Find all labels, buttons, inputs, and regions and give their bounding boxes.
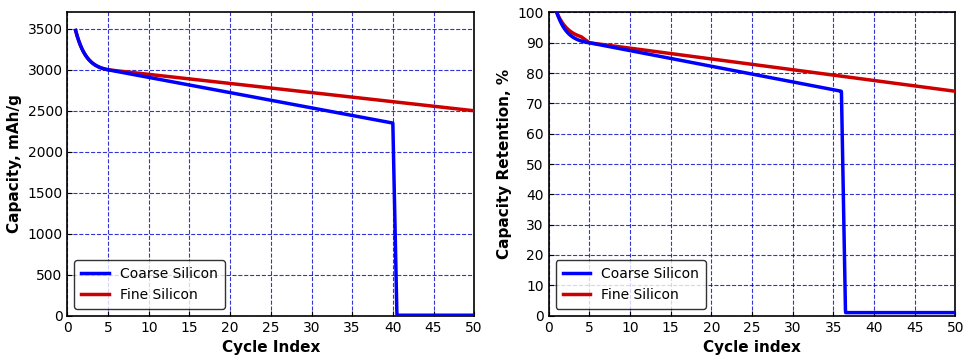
- Coarse Silicon: [263, 98, 275, 102]
- Fine Silicon: [468, 109, 480, 113]
- X-axis label: Cycle Index: Cycle Index: [221, 340, 320, 355]
- Fine Silicon: [745, 62, 756, 66]
- Coarse Silicon: [457, 313, 469, 317]
- Coarse Silicon: [950, 311, 961, 315]
- Fine Silicon: [950, 89, 961, 93]
- Line: Fine Silicon: Fine Silicon: [556, 12, 955, 91]
- Fine Silicon: [253, 84, 265, 89]
- Coarse Silicon: [938, 311, 950, 315]
- Coarse Silicon: [551, 10, 562, 14]
- Legend: Coarse Silicon, Fine Silicon: Coarse Silicon, Fine Silicon: [555, 260, 706, 309]
- Coarse Silicon: [456, 313, 468, 317]
- Fine Silicon: [571, 33, 583, 37]
- Fine Silicon: [865, 78, 877, 82]
- X-axis label: Cycle index: Cycle index: [703, 340, 801, 355]
- Coarse Silicon: [90, 63, 102, 68]
- Y-axis label: Capacity, mAh/g: Capacity, mAh/g: [7, 94, 22, 233]
- Coarse Silicon: [384, 120, 395, 125]
- Coarse Silicon: [840, 311, 852, 315]
- Fine Silicon: [456, 107, 468, 111]
- Fine Silicon: [938, 88, 950, 92]
- Fine Silicon: [734, 60, 746, 65]
- Legend: Coarse Silicon, Fine Silicon: Coarse Silicon, Fine Silicon: [75, 260, 225, 309]
- Fine Silicon: [456, 107, 468, 111]
- Fine Silicon: [70, 28, 82, 33]
- Fine Silicon: [263, 86, 275, 90]
- Fine Silicon: [90, 63, 102, 68]
- Fine Silicon: [384, 99, 395, 104]
- Line: Coarse Silicon: Coarse Silicon: [76, 30, 474, 315]
- Y-axis label: Capacity Retention, %: Capacity Retention, %: [497, 69, 512, 259]
- Coarse Silicon: [865, 311, 877, 315]
- Line: Fine Silicon: Fine Silicon: [76, 30, 474, 111]
- Fine Silicon: [938, 88, 950, 92]
- Coarse Silicon: [938, 311, 950, 315]
- Coarse Silicon: [734, 70, 746, 74]
- Coarse Silicon: [468, 313, 480, 317]
- Coarse Silicon: [70, 28, 82, 33]
- Coarse Silicon: [391, 313, 403, 317]
- Line: Coarse Silicon: Coarse Silicon: [556, 12, 955, 313]
- Coarse Silicon: [571, 37, 583, 42]
- Coarse Silicon: [745, 72, 756, 76]
- Fine Silicon: [551, 10, 562, 14]
- Coarse Silicon: [253, 96, 265, 100]
